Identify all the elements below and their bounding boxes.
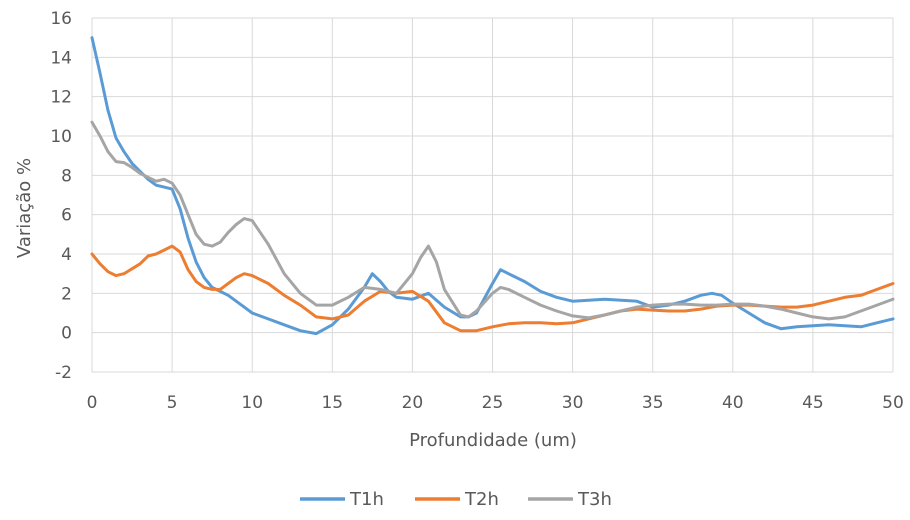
legend-label-t2h: T2h (464, 489, 499, 510)
x-tick-label: 15 (321, 393, 343, 413)
series-line-t1h (90, 36, 895, 336)
x-tick-label: 45 (802, 393, 824, 413)
y-tick-label: 10 (50, 127, 72, 147)
x-tick-label: 20 (402, 393, 424, 413)
y-tick-label: 4 (61, 245, 72, 265)
x-axis-title: Profundidade (um) (409, 430, 577, 451)
series-lines (90, 36, 895, 336)
legend-label-t1h: T1h (349, 489, 384, 510)
series-line-t3h (90, 120, 895, 321)
y-tick-label: 2 (61, 284, 72, 304)
y-tick-label: 6 (61, 206, 72, 226)
x-tick-label: 35 (642, 393, 664, 413)
x-tick-label: 25 (482, 393, 504, 413)
x-tick-label: 30 (562, 393, 584, 413)
x-tick-label: 0 (87, 393, 98, 413)
grid-lines (91, 17, 894, 373)
y-tick-label: 16 (50, 9, 72, 29)
y-tick-label: 0 (61, 324, 72, 344)
x-tick-label: 5 (167, 393, 178, 413)
legend-label-t3h: T3h (577, 489, 612, 510)
y-tick-label: 14 (50, 48, 72, 68)
y-tick-label: 12 (50, 88, 72, 108)
y-tick-label: -2 (55, 363, 72, 383)
tick-labels: -2 0 2 4 6 8 10 12 14 16 0 5 10 15 20 25 30 35 40 45 50 (50, 9, 903, 413)
x-tick-label: 50 (882, 393, 904, 413)
y-axis-title: Variação % (14, 158, 35, 258)
y-tick-label: 8 (61, 166, 72, 186)
legend: T1h T2h T3h (300, 489, 612, 510)
x-tick-label: 40 (722, 393, 744, 413)
x-tick-label: 10 (241, 393, 263, 413)
